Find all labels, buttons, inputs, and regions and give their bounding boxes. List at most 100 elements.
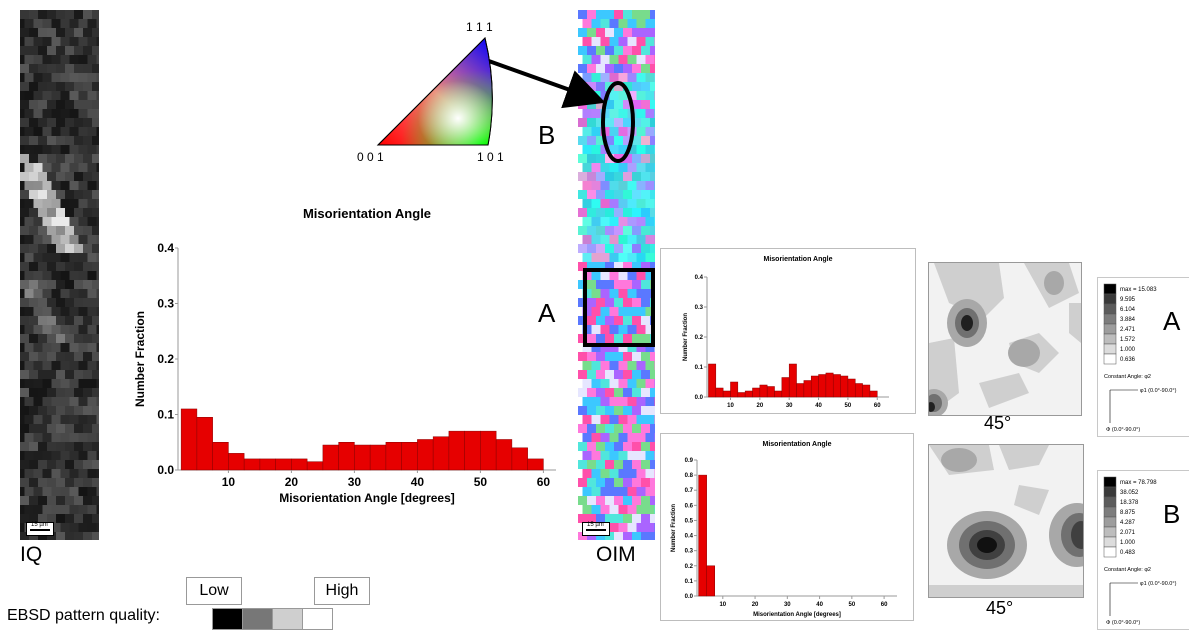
iq-grain — [60, 253, 70, 262]
oim-grain — [605, 118, 614, 127]
iq-grain — [33, 181, 43, 190]
iq-grain — [65, 370, 74, 379]
iq-grain — [74, 388, 83, 397]
iq-grain — [47, 316, 56, 325]
oim-grain — [605, 10, 614, 19]
iq-grain — [92, 154, 99, 163]
oim-grain — [605, 532, 614, 540]
oim-grain — [614, 190, 623, 199]
ipf-triangle — [376, 37, 493, 146]
oim-grain — [627, 91, 637, 100]
iq-grain — [56, 28, 65, 37]
iq-grain — [47, 46, 56, 55]
oim-grain — [641, 496, 650, 505]
oim-grain — [582, 451, 592, 460]
iq-grain — [29, 532, 38, 540]
oim-grain — [645, 55, 655, 64]
oim-grain — [578, 316, 587, 325]
oim-grain — [587, 136, 596, 145]
iq-grain — [65, 136, 74, 145]
y-tick-label: 0.4 — [695, 275, 704, 281]
pole-b-label: B — [1163, 499, 1181, 529]
oim-grain — [650, 244, 655, 253]
iq-grain — [33, 253, 43, 262]
oim-grain — [605, 424, 614, 433]
oim-grain — [582, 433, 592, 442]
oim-grain — [632, 100, 641, 109]
oim-grain — [645, 433, 655, 442]
legend-swatch — [1103, 313, 1117, 325]
iq-grain — [65, 226, 74, 235]
oim-grain — [627, 235, 637, 244]
oim-grain — [641, 190, 650, 199]
oim-grain — [632, 190, 641, 199]
oim-grain — [645, 199, 655, 208]
oim-grain — [618, 397, 628, 406]
x-tick-label: 10 — [719, 602, 726, 608]
oim-grain — [641, 514, 650, 523]
iq-grain — [29, 100, 38, 109]
iq-grain — [56, 82, 65, 91]
oim-grain — [609, 91, 619, 100]
iq-grain — [69, 487, 79, 496]
bar — [369, 444, 387, 471]
oim-grain — [641, 370, 650, 379]
region-b-ellipse — [601, 81, 635, 163]
iq-grain — [42, 361, 52, 370]
iq-grain — [69, 451, 79, 460]
oim-grain — [591, 271, 601, 280]
oim-grain — [600, 145, 610, 154]
iq-grain — [69, 289, 79, 298]
oim-grain — [618, 145, 628, 154]
x-tick-label: 20 — [756, 403, 763, 409]
iq-grain — [20, 460, 29, 469]
iq-grain — [96, 397, 99, 406]
iq-grain — [69, 127, 79, 136]
oim-grain — [600, 217, 610, 226]
oim-grain — [623, 154, 632, 163]
iq-grain — [20, 442, 29, 451]
oim-grain — [605, 478, 614, 487]
iq-grain — [69, 469, 79, 478]
x-tick-label: 50 — [474, 475, 488, 489]
oim-grain — [609, 181, 619, 190]
iq-grain — [42, 397, 52, 406]
iq-grain — [24, 217, 34, 226]
iq-grain — [24, 271, 34, 280]
oim-grain — [654, 199, 655, 208]
iq-grain — [96, 37, 99, 46]
iq-grain — [69, 253, 79, 262]
oim-grain — [600, 181, 610, 190]
iq-grain — [29, 334, 38, 343]
iq-grain — [24, 343, 34, 352]
x-tick-label: 10 — [727, 403, 734, 409]
oim-grain — [627, 55, 637, 64]
iq-grain — [51, 415, 61, 424]
iq-grain — [24, 325, 34, 334]
iq-grain — [60, 181, 70, 190]
oim-grain — [578, 514, 587, 523]
iq-grain — [60, 73, 70, 82]
iq-grain — [20, 10, 29, 19]
oim-grain — [605, 244, 614, 253]
iq-grain — [51, 397, 61, 406]
bar — [432, 436, 450, 471]
iq-grain — [83, 280, 92, 289]
oim-grain — [627, 433, 637, 442]
oim-grain — [650, 496, 655, 505]
oim-grain — [609, 37, 619, 46]
oim-grain — [645, 19, 655, 28]
oim-grain — [627, 469, 637, 478]
oim-grain — [605, 298, 614, 307]
iq-grain — [29, 262, 38, 271]
oim-grain — [654, 217, 655, 226]
oim-grain — [632, 118, 641, 127]
oim-grain — [582, 379, 592, 388]
oim-grain — [632, 442, 641, 451]
misorientation-chart-a: Misorientation Angle 0.0 0.1 0.2 0.3 0.4 10 20 3… — [683, 256, 889, 419]
iq-grain — [51, 271, 61, 280]
iq-grain — [42, 469, 52, 478]
oim-grain — [578, 424, 587, 433]
iq-grain — [20, 28, 29, 37]
iq-grain — [65, 46, 74, 55]
